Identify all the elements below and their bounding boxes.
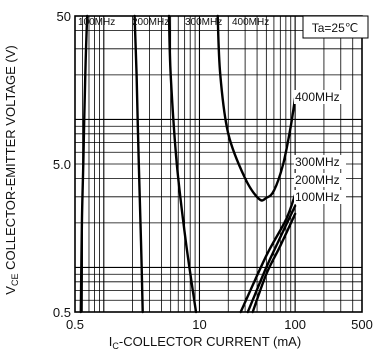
x-tick-label: 10 (192, 317, 206, 332)
y-tick-label: 5.0 (53, 157, 71, 172)
curve-200mhz-left (133, 14, 144, 314)
curve-label-top-400mhz: 400MHz (232, 17, 269, 28)
x-axis-label: IC-COLLECTOR CURRENT (mA) (109, 334, 301, 351)
curve-label-right-100mhz: 100MHz (295, 190, 340, 204)
curve-200mhz-right (246, 204, 297, 314)
curve-label-right-400mhz: 400MHz (295, 90, 340, 104)
curve-label-bg (294, 90, 346, 104)
curve-100mhz-right (251, 212, 297, 314)
curve-300mhz-left (167, 14, 198, 314)
condition-box: Ta=25℃ (302, 15, 369, 39)
curve-label-bg (294, 190, 346, 204)
curve-label-top-300mhz: 300MHz (185, 17, 222, 28)
y-tick-label: 50 (57, 9, 71, 24)
curve-label-bg (294, 155, 346, 169)
curve-label-bg (294, 173, 346, 187)
y-tick-label: 0.5 (53, 305, 71, 320)
curve-300mhz-right (239, 193, 297, 314)
curve-100mhz-left (79, 14, 89, 314)
y-axis-label: VCE COLLECTOR-EMITTER VOLTAGE (V) (3, 45, 20, 294)
x-tick-label: 0.5 (66, 317, 84, 332)
curve-labels: 100MHz 100MHz 200MHz 200MHz 300MHz 300MHz 400M… (78, 17, 346, 204)
condition-label: Ta=25℃ (312, 21, 359, 35)
curve-label-right-200mhz: 200MHz (295, 173, 340, 187)
curve-label-top-100mhz: 100MHz (78, 17, 115, 28)
tick-labels: 0.5 10 100 500 0.5 5.0 50 (53, 9, 373, 332)
curves (79, 14, 297, 314)
curve-label-top-200mhz: 200MHz (132, 17, 169, 28)
x-tick-label: 100 (284, 317, 306, 332)
curve-label-right-300mhz: 300MHz (295, 155, 340, 169)
x-tick-label: 500 (351, 317, 373, 332)
curve-400mhz (216, 14, 297, 202)
